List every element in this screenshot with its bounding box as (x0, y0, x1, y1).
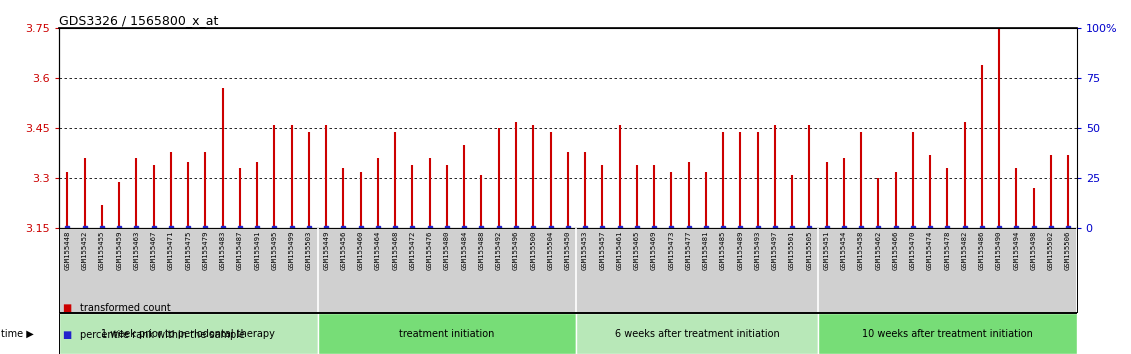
Text: GSM155448: GSM155448 (64, 231, 70, 270)
Text: GSM155501: GSM155501 (789, 231, 795, 270)
Text: GSM155476: GSM155476 (426, 231, 433, 270)
Text: GSM155458: GSM155458 (858, 231, 864, 270)
Text: GSM155472: GSM155472 (409, 231, 415, 270)
Text: GSM155460: GSM155460 (357, 231, 364, 270)
Text: GSM155450: GSM155450 (564, 231, 571, 270)
Text: GSM155459: GSM155459 (116, 231, 122, 270)
Text: GSM155457: GSM155457 (599, 231, 605, 270)
Bar (59, 313, 318, 354)
Text: GSM155484: GSM155484 (461, 231, 467, 270)
Text: GSM155503: GSM155503 (307, 231, 312, 270)
Text: GSM155492: GSM155492 (495, 231, 502, 270)
Text: GSM155464: GSM155464 (375, 231, 381, 270)
Text: transformed count: transformed count (80, 303, 171, 313)
Text: GSM155478: GSM155478 (944, 231, 950, 270)
Text: GSM155498: GSM155498 (1030, 231, 1037, 270)
Text: GSM155451: GSM155451 (823, 231, 829, 270)
Text: GSM155504: GSM155504 (547, 231, 553, 270)
Text: GSM155482: GSM155482 (961, 231, 967, 270)
Text: ■: ■ (62, 303, 71, 313)
Text: GSM155465: GSM155465 (633, 231, 640, 270)
Text: 10 weeks after treatment initiation: 10 weeks after treatment initiation (862, 329, 1033, 339)
Text: GSM155496: GSM155496 (513, 231, 519, 270)
Text: GSM155493: GSM155493 (754, 231, 760, 270)
Text: GSM155455: GSM155455 (98, 231, 105, 270)
Text: GSM155490: GSM155490 (996, 231, 1002, 270)
Text: GSM155505: GSM155505 (806, 231, 812, 270)
Text: GSM155471: GSM155471 (169, 231, 174, 270)
Text: GSM155452: GSM155452 (81, 231, 88, 270)
Text: GSM155488: GSM155488 (478, 231, 484, 270)
Text: GSM155477: GSM155477 (685, 231, 691, 270)
Text: treatment initiation: treatment initiation (399, 329, 494, 339)
Text: GSM155473: GSM155473 (668, 231, 674, 270)
Text: GSM155469: GSM155469 (651, 231, 657, 270)
Text: GSM155453: GSM155453 (582, 231, 588, 270)
Text: GSM155500: GSM155500 (530, 231, 536, 270)
Text: GSM155506: GSM155506 (1065, 231, 1071, 270)
Text: GSM155483: GSM155483 (219, 231, 226, 270)
Text: GSM155456: GSM155456 (340, 231, 346, 270)
Text: GSM155467: GSM155467 (150, 231, 157, 270)
Text: GSM155485: GSM155485 (720, 231, 726, 270)
Text: GSM155461: GSM155461 (616, 231, 622, 270)
Text: GSM155449: GSM155449 (323, 231, 329, 270)
Text: GSM155491: GSM155491 (254, 231, 260, 270)
Text: percentile rank within the sample: percentile rank within the sample (80, 330, 245, 339)
Text: GSM155495: GSM155495 (271, 231, 277, 270)
Text: time ▶: time ▶ (1, 329, 34, 339)
Text: GSM155499: GSM155499 (288, 231, 295, 270)
Text: GSM155487: GSM155487 (238, 231, 243, 270)
Text: GSM155474: GSM155474 (927, 231, 933, 270)
Text: ■: ■ (62, 330, 71, 339)
Bar (818, 313, 1077, 354)
Text: GSM155489: GSM155489 (737, 231, 743, 270)
Text: GSM155466: GSM155466 (892, 231, 898, 270)
Text: GDS3326 / 1565800_x_at: GDS3326 / 1565800_x_at (59, 14, 218, 27)
Text: GSM155463: GSM155463 (133, 231, 139, 270)
Bar (318, 313, 577, 354)
Text: GSM155481: GSM155481 (702, 231, 709, 270)
Text: GSM155494: GSM155494 (1013, 231, 1019, 270)
Text: GSM155480: GSM155480 (444, 231, 450, 270)
Text: GSM155468: GSM155468 (392, 231, 398, 270)
Text: GSM155486: GSM155486 (978, 231, 985, 270)
Text: GSM155454: GSM155454 (840, 231, 847, 270)
Text: GSM155475: GSM155475 (185, 231, 191, 270)
Text: GSM155462: GSM155462 (875, 231, 881, 270)
Text: GSM155502: GSM155502 (1047, 231, 1054, 270)
Text: 6 weeks after treatment initiation: 6 weeks after treatment initiation (615, 329, 779, 339)
Text: 1 week prior to periodontal therapy: 1 week prior to periodontal therapy (102, 329, 275, 339)
Text: GSM155479: GSM155479 (202, 231, 208, 270)
Text: GSM155497: GSM155497 (771, 231, 778, 270)
Bar (577, 313, 818, 354)
Text: GSM155470: GSM155470 (909, 231, 916, 270)
